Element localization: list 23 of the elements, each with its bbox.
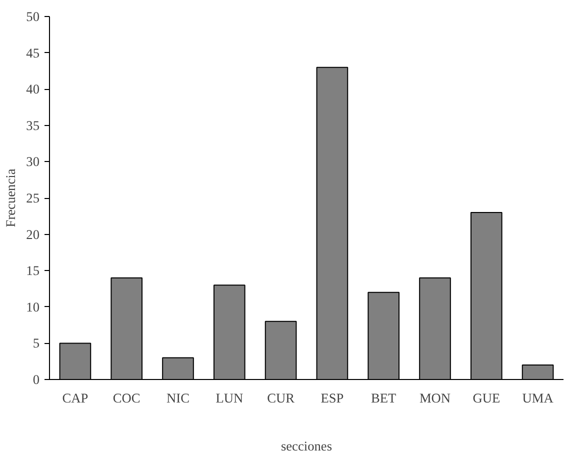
x-tick-label: COC bbox=[112, 390, 140, 406]
y-tick-label: 50 bbox=[26, 9, 40, 24]
x-tick-label: LUN bbox=[216, 390, 244, 406]
y-tick-label: 15 bbox=[26, 263, 40, 278]
x-tick-label: GUE bbox=[472, 390, 500, 406]
y-tick-label: 45 bbox=[26, 45, 40, 60]
y-tick-label: 10 bbox=[26, 299, 40, 314]
y-tick-label: 30 bbox=[26, 154, 40, 170]
x-tick-label: NIC bbox=[166, 390, 190, 406]
x-axis-title: secciones bbox=[280, 438, 332, 454]
y-tick-label: 0 bbox=[32, 372, 40, 387]
x-tick-label: CUR bbox=[267, 390, 295, 406]
x-tick-label: CAP bbox=[62, 390, 88, 406]
y-tick-label: 35 bbox=[26, 118, 40, 133]
y-tick-label: 40 bbox=[26, 82, 40, 97]
x-tick-label: BET bbox=[371, 390, 396, 406]
x-tick-label: UMA bbox=[522, 390, 554, 406]
y-tick-label: 25 bbox=[26, 190, 40, 206]
y-axis-title: Frecuencia bbox=[3, 168, 18, 228]
x-tick-label: MON bbox=[419, 390, 451, 406]
y-tick-label: 20 bbox=[26, 226, 40, 242]
y-tick-label: 5 bbox=[32, 336, 40, 351]
x-tick-label: ESP bbox=[320, 390, 344, 406]
